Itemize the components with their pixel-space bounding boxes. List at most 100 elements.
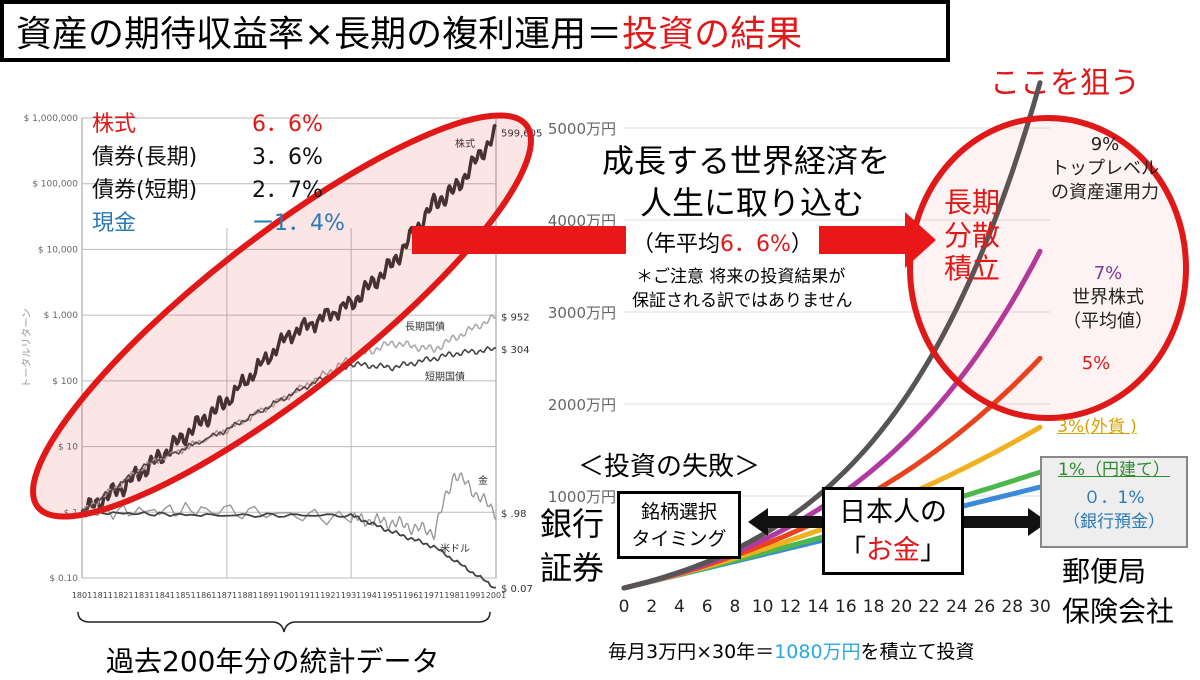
- series-label: 3%(外貨 ): [1052, 415, 1142, 439]
- compound-y-tick: 3000万円: [548, 304, 616, 322]
- compound-x-tick: 2: [646, 597, 657, 617]
- timing-box: 銘柄選択 タイミング: [617, 491, 741, 559]
- legend-row: 現金 ー1．4%: [92, 205, 345, 237]
- historic-end-label: $ 952: [501, 313, 530, 324]
- legend-name: 債券(短期): [92, 178, 198, 203]
- historic-x-tick: 1831: [134, 591, 154, 600]
- legend-name: 株式: [92, 112, 137, 137]
- money-box: 日本人の 「お金」: [822, 487, 964, 575]
- stock-highlight-ellipse: [30, 112, 534, 520]
- compound-x-tick: 24: [946, 597, 968, 617]
- institutions-left: 銀行 証券: [540, 502, 604, 590]
- historic-series-line: [80, 123, 497, 518]
- historic-x-tick: 1811: [93, 591, 113, 600]
- historic-x-tick: 2001: [486, 591, 506, 600]
- series-label-line: トップレベル: [1051, 158, 1159, 179]
- compound-x-tick: 18: [863, 597, 885, 617]
- series-label: 5%: [1066, 352, 1126, 376]
- postoffice-label: 郵便局: [1062, 555, 1147, 588]
- failure-label: ＜投資の失敗＞: [578, 452, 761, 482]
- historic-x-tick: 1931: [341, 591, 361, 600]
- historic-x-tick: 1801: [72, 591, 92, 600]
- message-line1: 成長する世界経済を: [602, 142, 891, 180]
- compound-x-tick: 10: [752, 597, 774, 617]
- compound-x-tick: 30: [1029, 597, 1051, 617]
- historic-y-tick: $ 10: [58, 443, 78, 453]
- historic-end-label: $ .98: [501, 509, 526, 520]
- series-label-line: 1%（円建て）: [1058, 460, 1170, 480]
- compound-x-tick: 4: [674, 597, 685, 617]
- historic-series-name: 米ドル: [440, 542, 470, 555]
- historic-x-tick: 1851: [175, 591, 195, 600]
- legend-value: 2．7%: [252, 178, 323, 203]
- series-label-line: 7%: [1093, 263, 1123, 284]
- compound-y-tick: 1000万円: [548, 488, 616, 506]
- legend-row: 債券(長期) 3．6%: [92, 139, 323, 171]
- historic-y-tick: $ 10,000: [38, 245, 78, 255]
- series-label: ０．1% （銀行預金）: [1040, 486, 1188, 534]
- bottom-note-highlight: 1080万円: [774, 641, 861, 663]
- historic-x-tick: 1981: [444, 591, 464, 600]
- title-highlight: 投資の結果: [622, 14, 803, 55]
- bottom-note-suffix: を積立て投資: [860, 641, 975, 663]
- historic-x-tick: 1881: [237, 591, 257, 600]
- bottom-note-prefix: 毎月3万円×30年＝: [608, 641, 775, 663]
- historic-x-tick: 1901: [279, 591, 299, 600]
- legend-value: 3．6%: [252, 145, 323, 170]
- compound-x-tick: 6: [702, 597, 713, 617]
- institutions-right: 郵便局 保険会社: [1062, 552, 1174, 632]
- historic-x-tick: 1971: [424, 591, 444, 600]
- average-return: （年平均6．6%）: [626, 226, 819, 258]
- historic-series-name: 長期国債: [405, 320, 445, 333]
- right-black-arrow: [964, 508, 1048, 536]
- left-black-arrow: [748, 508, 826, 536]
- historic-x-tick: 1841: [155, 591, 175, 600]
- historic-x-tick: 1921: [320, 591, 340, 600]
- series-label-line: 3%(外貨 ): [1057, 417, 1137, 437]
- legend-name: 債券(長期): [92, 145, 198, 170]
- historic-y-tick: $ 0.10: [49, 574, 78, 584]
- compound-x-tick: 0: [619, 597, 630, 617]
- strategy-accumulate: 積立: [944, 252, 1001, 285]
- historic-x-tick: 1911: [300, 591, 320, 600]
- compound-x-tick: 8: [730, 597, 741, 617]
- historic-y-tick: $ 100: [52, 377, 78, 387]
- historic-x-tick: 1941: [362, 591, 382, 600]
- title-prefix: 資産の期待収益率×長期の複利運用＝: [16, 14, 623, 55]
- legend-value: 6．6%: [252, 112, 323, 137]
- strategy-label: 長期 分散 積立: [944, 186, 1000, 285]
- money-line1: 日本人の: [839, 497, 947, 528]
- series-label: 9% トップレベル の資産運用力: [1030, 133, 1180, 205]
- money-value: お金: [866, 535, 920, 566]
- compound-y-tick: 4000万円: [548, 212, 616, 230]
- page-title: 資産の期待収益率×長期の複利運用＝ 投資の結果: [0, 0, 950, 62]
- historic-x-tick: 1861: [196, 591, 216, 600]
- compound-y-tick: 2000万円: [548, 396, 616, 414]
- note-line1: ＊ご注意 将来の投資結果が: [636, 267, 846, 287]
- historic-series-line: [81, 472, 497, 541]
- avg-open: （年平均: [632, 232, 721, 257]
- series-label-line: ０．1%: [1083, 488, 1145, 508]
- historic-series-name: 株式: [455, 137, 475, 150]
- historic-x-tick: 1991: [465, 591, 485, 600]
- historic-end-label: $ 304: [501, 345, 530, 356]
- compound-series-line: [621, 80, 1043, 591]
- securities-label: 証券: [540, 549, 605, 587]
- historic-y-tick: $ 1,000,000: [24, 114, 79, 124]
- historic-end-label: $ 0.07: [501, 584, 533, 595]
- compound-x-tick: 26: [974, 597, 996, 617]
- historic-x-tick: 1951: [382, 591, 402, 600]
- legend-name: 現金: [92, 211, 137, 236]
- strategy-diversify: 分散: [944, 219, 1001, 252]
- domestic-rates-box: [1040, 456, 1188, 548]
- series-label: 1%（円建て）: [1040, 458, 1188, 482]
- series-label-line: 世界株式: [1072, 287, 1144, 308]
- historic-x-tick: 1891: [258, 591, 278, 600]
- historic-series-line: [81, 509, 497, 589]
- legend-row: 株式 6．6%: [92, 106, 323, 138]
- avg-close: ）: [790, 232, 813, 257]
- left-caption: 過去200年分の統計データ: [106, 645, 440, 678]
- timing-line2: タイミング: [631, 528, 727, 550]
- historic-series-name: 金: [478, 474, 488, 487]
- historic-x-tick: 1871: [217, 591, 237, 600]
